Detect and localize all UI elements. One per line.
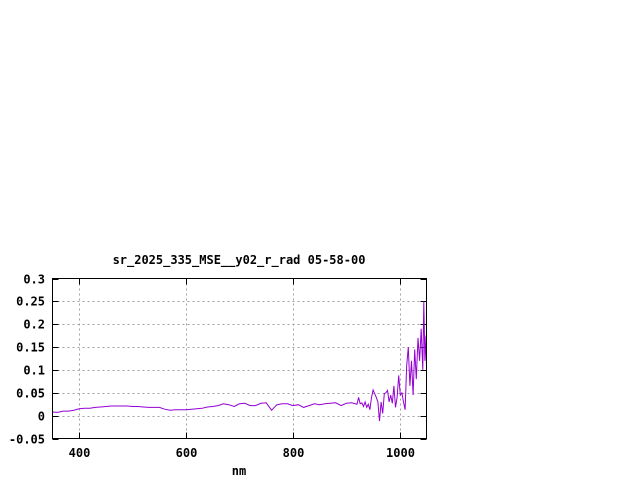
y-tick-label: 0.3	[23, 273, 45, 287]
y-tick-label: 0.25	[16, 295, 45, 309]
x-tick-label: 400	[69, 446, 91, 460]
y-tick-label: 0	[38, 410, 45, 424]
y-tick-label: 0.05	[16, 387, 45, 401]
chart-title: sr_2025_335_MSE__y02_r_rad 05-58-00	[113, 253, 366, 268]
x-tick-label: 1000	[386, 446, 415, 460]
y-tick-label: 0.15	[16, 341, 45, 355]
y-tick-label: 0.2	[23, 318, 45, 332]
x-tick-label: 800	[283, 446, 305, 460]
x-tick-label: 600	[176, 446, 198, 460]
plot-border	[52, 278, 427, 439]
x-axis-label: nm	[232, 464, 246, 478]
x-axis: 400 600 800 1000	[69, 278, 415, 460]
y-tick-label: -0.05	[9, 433, 45, 447]
y-tick-label: 0.1	[23, 364, 45, 378]
grid	[52, 278, 427, 439]
y-axis: -0.05 0 0.05 0.1 0.15 0.2 0.25 0.3	[9, 273, 427, 447]
series-line	[52, 301, 427, 422]
